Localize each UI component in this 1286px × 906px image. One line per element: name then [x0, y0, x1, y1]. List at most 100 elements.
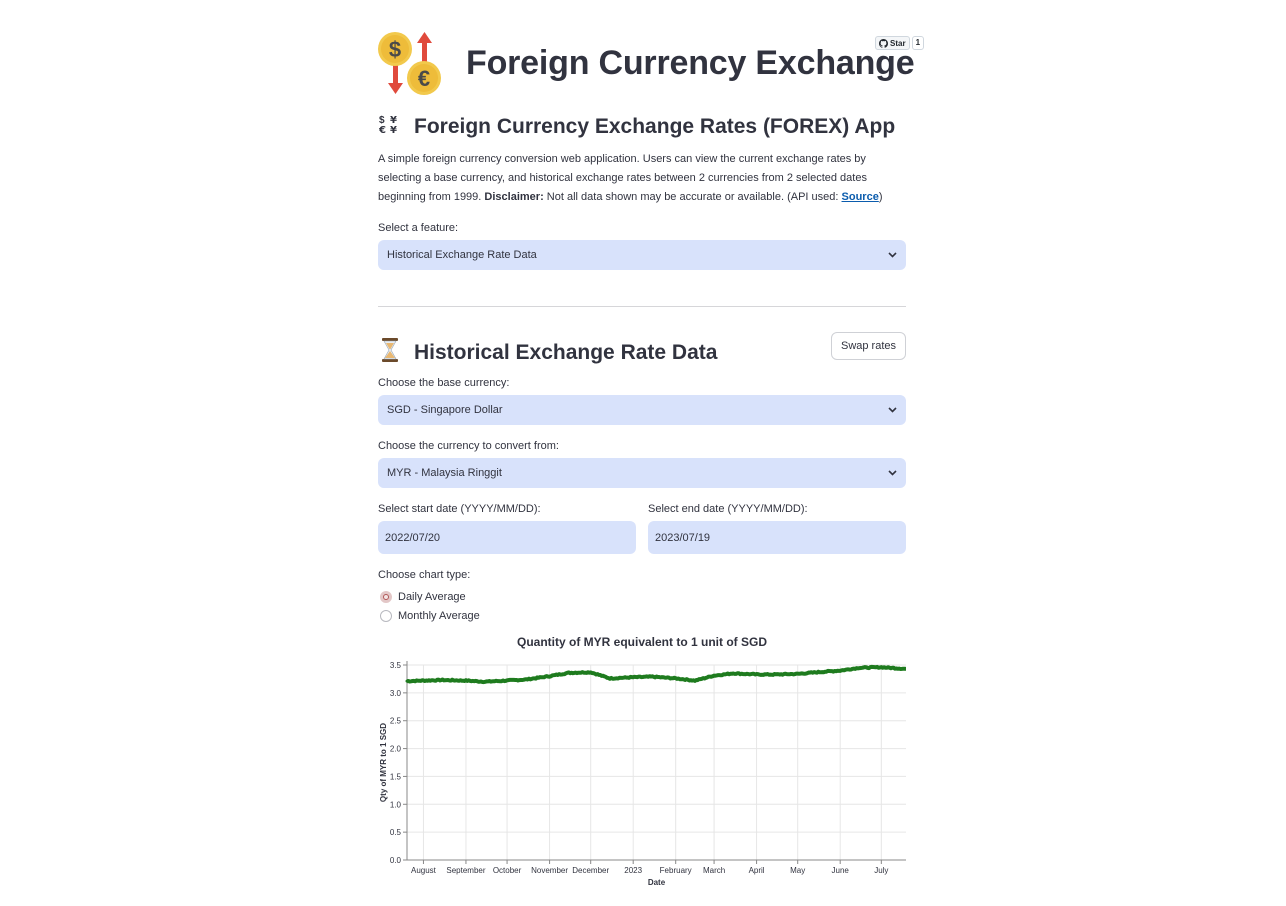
x-tick-label: September [446, 866, 485, 875]
data-point [796, 672, 800, 676]
x-tick-label: November [531, 866, 568, 875]
data-point [755, 672, 759, 676]
github-star-label: Star [890, 38, 906, 48]
x-axis-title: Date [648, 878, 666, 887]
y-tick-label: 2.5 [390, 717, 402, 726]
end-date-input[interactable]: 2023/07/19 [648, 521, 906, 554]
x-tick-label: February [660, 866, 692, 875]
feature-select[interactable]: Historical Exchange Rate Data [378, 240, 906, 270]
start-date-input[interactable]: 2022/07/20 [378, 521, 636, 554]
data-point [857, 666, 861, 670]
app-title: Foreign Currency Exchange [466, 44, 915, 82]
data-point [505, 679, 509, 683]
intro-heading: $ ¥ € ¥ Foreign Currency Exchange Rates … [378, 114, 895, 139]
convert-currency-label: Choose the currency to convert from: [378, 440, 559, 452]
github-star-widget: Star 1 [875, 36, 925, 50]
feature-select-value: Historical Exchange Rate Data [387, 249, 537, 261]
chevron-down-icon [887, 405, 897, 415]
radio-unselected-indicator [380, 610, 392, 622]
base-currency-label: Choose the base currency: [378, 377, 510, 389]
chart-title: Quantity of MYR equivalent to 1 unit of … [516, 635, 767, 649]
github-icon [879, 38, 888, 48]
data-point [904, 667, 906, 671]
description-text: A simple foreign currency conversion web… [378, 153, 867, 203]
radio-monthly-average-label: Monthly Average [398, 610, 480, 622]
data-point [674, 676, 678, 680]
y-tick-label: 0.5 [390, 828, 402, 837]
x-tick-label: June [832, 866, 850, 875]
data-point [567, 671, 571, 675]
end-date-label: Select end date (YYYY/MM/DD): [648, 503, 808, 515]
x-tick-label: October [493, 866, 522, 875]
convert-currency-select[interactable]: MYR - Malaysia Ringgit [378, 458, 906, 488]
data-point [838, 669, 842, 673]
api-source-link[interactable]: Source [841, 191, 879, 203]
github-star-button[interactable]: Star [875, 36, 910, 50]
feature-select-label: Select a feature: [378, 222, 459, 234]
data-point [693, 679, 697, 683]
svg-text:¥: ¥ [390, 125, 397, 134]
data-point [774, 672, 778, 676]
data-point [815, 670, 819, 674]
data-point [879, 665, 883, 669]
data-point [608, 676, 612, 680]
svg-text:€: € [379, 125, 386, 134]
data-point [464, 679, 468, 683]
data-point [589, 670, 593, 674]
x-tick-label: December [572, 866, 609, 875]
github-star-count[interactable]: 1 [911, 36, 925, 50]
svg-text:$: $ [379, 115, 385, 126]
intro-heading-text: Foreign Currency Exchange Rates (FOREX) … [414, 114, 896, 138]
radio-daily-average-label: Daily Average [398, 591, 466, 603]
hourglass-icon [378, 338, 402, 367]
start-date-value: 2022/07/20 [385, 531, 441, 544]
disclaimer-label: Disclaimer: [484, 191, 544, 203]
disclaimer-text: Not all data shown may be accurate or av… [546, 191, 839, 203]
x-tick-label: March [703, 866, 725, 875]
radio-monthly-average[interactable]: Monthly Average [380, 610, 480, 622]
data-point [548, 674, 552, 678]
currency-exchange-icon: $ ¥ € ¥ [378, 114, 402, 139]
exchange-rate-chart: 0.0 0.5 1.0 1.5 2.0 2.5 3.0 3.5 August September O… [379, 661, 906, 887]
x-tick-label: August [411, 866, 437, 875]
svg-text:¥: ¥ [390, 115, 397, 126]
data-point [524, 677, 528, 681]
y-tick-label: 2.0 [390, 745, 402, 754]
y-tick-label: 1.5 [390, 772, 402, 781]
swap-rates-button[interactable]: Swap rates [831, 332, 906, 360]
data-point [731, 671, 735, 675]
y-tick-label: 3.5 [390, 661, 402, 670]
end-date-value: 2023/07/19 [655, 531, 711, 544]
base-currency-value: SGD - Singapore Dollar [387, 404, 503, 416]
closing-paren: ) [878, 191, 883, 203]
series-line [406, 664, 906, 685]
svg-text:$: $ [389, 37, 401, 62]
radio-selected-indicator [380, 591, 392, 603]
x-tick-label: 2023 [624, 866, 642, 875]
data-point [421, 679, 425, 683]
section-divider [378, 306, 906, 307]
start-date-label: Select start date (YYYY/MM/DD): [378, 503, 541, 515]
x-tick-label: May [790, 866, 805, 875]
x-tick-label: April [749, 866, 765, 875]
data-point [483, 680, 487, 684]
y-tick-label: 3.0 [390, 689, 402, 698]
chevron-down-icon [887, 250, 897, 260]
historical-heading-text: Historical Exchange Rate Data [414, 340, 718, 364]
data-point [650, 675, 654, 679]
currency-exchange-logo: $ € [378, 32, 441, 95]
y-axis-title: Qty of MYR to 1 SGD [379, 723, 388, 802]
historical-heading: Historical Exchange Rate Data [378, 338, 717, 367]
data-point [631, 675, 635, 679]
radio-daily-average[interactable]: Daily Average [380, 591, 466, 603]
y-tick-label: 0.0 [390, 856, 402, 865]
chevron-down-icon [887, 468, 897, 478]
x-tick-label: July [874, 866, 888, 875]
intro-description: A simple foreign currency conversion web… [378, 150, 906, 207]
data-point [441, 678, 445, 682]
data-point [405, 679, 409, 683]
convert-currency-value: MYR - Malaysia Ringgit [387, 467, 502, 479]
chart-type-label: Choose chart type: [378, 569, 471, 581]
base-currency-select[interactable]: SGD - Singapore Dollar [378, 395, 906, 425]
svg-text:€: € [418, 66, 430, 91]
